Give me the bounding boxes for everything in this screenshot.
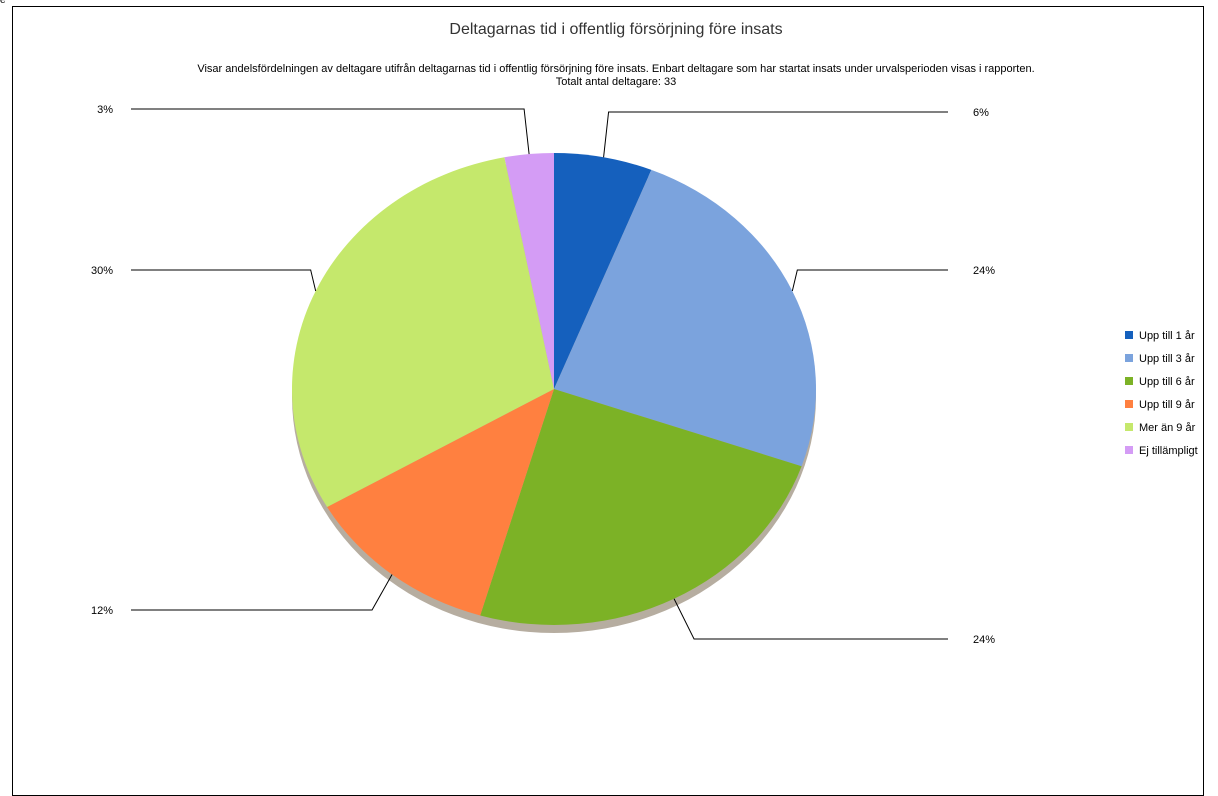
pie-slice-2 xyxy=(554,169,816,467)
legend-swatch-3 xyxy=(1125,377,1133,385)
chart-legend: Upp till 1 år Upp till 3 år Upp till 6 år U… xyxy=(1125,330,1198,457)
pie-slice-6 xyxy=(504,153,554,389)
slice-label-2: 24% xyxy=(973,265,995,277)
header-fragment: e xyxy=(0,0,6,6)
slice-label-5: 30% xyxy=(91,265,113,277)
pie-slice-3 xyxy=(480,389,802,625)
slice-label-6: 3% xyxy=(97,104,113,116)
chart-subtitle: Visar andelsfördelningen av deltagare ut… xyxy=(197,63,1034,75)
legend-label-2: Upp till 3 år xyxy=(1139,353,1195,365)
pie-chart: Deltagarnas tid i offentlig försörjning … xyxy=(91,21,1198,646)
slice-label-3: 24% xyxy=(973,634,995,646)
legend-label-5: Mer än 9 år xyxy=(1139,422,1196,434)
legend-swatch-6 xyxy=(1125,446,1133,454)
legend-swatch-5 xyxy=(1125,423,1133,431)
chart-total-label: Totalt antal deltagare: 33 xyxy=(556,76,676,88)
chart-frame: Deltagarnas tid i offentlig försörjning … xyxy=(12,6,1204,796)
leader-line-3 xyxy=(673,598,948,640)
pie-slice-1 xyxy=(554,153,652,389)
leader-line-5 xyxy=(131,269,317,292)
pie-slices xyxy=(292,153,816,625)
legend-label-3: Upp till 6 år xyxy=(1139,376,1195,388)
slice-label-1: 6% xyxy=(973,107,989,119)
slice-label-4: 12% xyxy=(91,605,113,617)
leader-line-6 xyxy=(131,108,530,155)
legend-swatch-2 xyxy=(1125,354,1133,362)
legend-label-4: Upp till 9 år xyxy=(1139,399,1195,411)
legend-label-1: Upp till 1 år xyxy=(1139,330,1195,342)
leader-line-2 xyxy=(791,269,948,292)
leader-line-4 xyxy=(131,574,393,611)
pie-leader-lines xyxy=(131,108,948,640)
pie-labels: 6% 24% 24% 12% 30% 3% xyxy=(91,104,995,646)
legend-swatch-1 xyxy=(1125,331,1133,339)
legend-label-6: Ej tillämpligt xyxy=(1139,445,1198,457)
chart-title: Deltagarnas tid i offentlig försörjning … xyxy=(449,21,782,38)
pie-slice-4 xyxy=(327,389,554,616)
legend-swatch-4 xyxy=(1125,400,1133,408)
leader-line-1 xyxy=(603,111,948,158)
pie-slice-5 xyxy=(292,157,554,507)
